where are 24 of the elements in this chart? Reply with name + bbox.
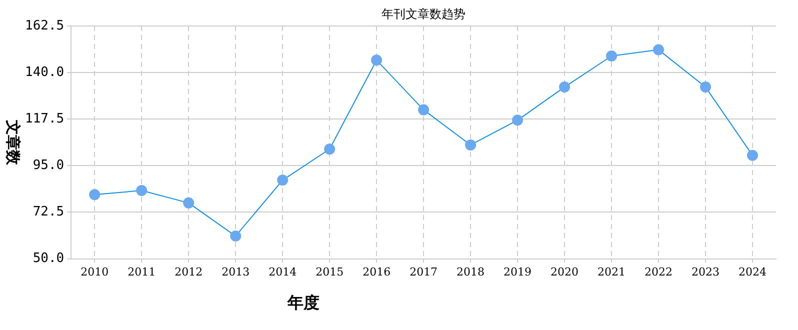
x-tick-label: 2015 — [316, 265, 344, 278]
x-tick-label: 2016 — [362, 265, 391, 278]
x-tick-label: 2024 — [738, 265, 767, 278]
x-tick-label: 2023 — [692, 265, 720, 278]
x-tick-label: 2012 — [174, 265, 203, 278]
x-tick-label: 2014 — [268, 265, 297, 278]
y-tick-label: 50.0 — [32, 251, 64, 266]
x-axis-title: 年度 — [286, 293, 320, 312]
y-axis-title: 文章数 — [4, 118, 22, 166]
x-tick-label: 2022 — [644, 265, 673, 278]
x-tick-label: 2019 — [504, 265, 532, 278]
y-tick-label: 95.0 — [32, 158, 64, 174]
chart-title: 年刊文章数趋势 — [382, 7, 466, 22]
x-tick-label: 2010 — [80, 265, 109, 278]
x-tick-label: 2011 — [128, 265, 156, 278]
y-tick-label: 117.5 — [24, 111, 64, 126]
x-tick-label: 2018 — [456, 265, 485, 278]
y-tick-label: 162.5 — [24, 18, 64, 34]
y-tick-label: 72.5 — [32, 204, 64, 220]
x-tick-label: 2017 — [410, 265, 438, 278]
x-tick-label: 2021 — [598, 265, 626, 278]
x-tick-label: 2020 — [550, 265, 579, 278]
x-tick-label: 2013 — [222, 265, 250, 278]
y-tick-label: 140.0 — [24, 64, 64, 80]
